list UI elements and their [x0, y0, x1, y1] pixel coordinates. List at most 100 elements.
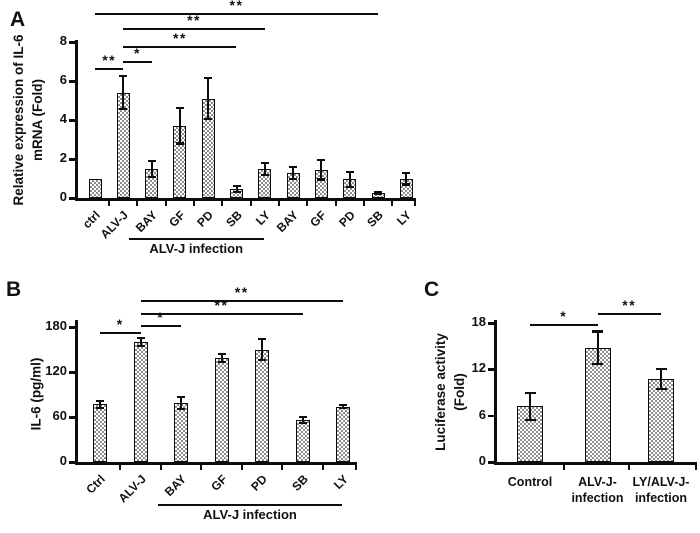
- x-tick: [362, 201, 365, 206]
- significance-label: **: [229, 0, 244, 13]
- y-tick-label: 0: [59, 189, 67, 204]
- significance-line: [123, 46, 237, 49]
- bar-ctrl: [93, 404, 107, 462]
- error-bar-cap-top: [177, 395, 185, 398]
- error-bar-cap-top: [289, 165, 298, 168]
- significance-line: [95, 68, 124, 71]
- error-bar-cap-bottom: [119, 108, 128, 111]
- error-bar-cap-top: [298, 416, 307, 419]
- error-bar-cap-top: [204, 77, 213, 80]
- y-tick: [488, 414, 494, 418]
- y-tick: [69, 461, 75, 464]
- y-tick: [69, 119, 75, 122]
- y-axis: [75, 40, 78, 201]
- error-bar-cap-bottom: [298, 422, 307, 425]
- significance-label: *: [133, 45, 141, 61]
- significance-line: [140, 325, 181, 328]
- error-bar-cap-top: [96, 399, 104, 402]
- error-bar-cap-top: [655, 367, 667, 370]
- error-bar-cap-top: [258, 338, 266, 341]
- bar-gf: [214, 357, 229, 462]
- significance-line: [100, 332, 141, 335]
- significance-label: **: [622, 297, 637, 313]
- bar-pd: [255, 349, 269, 462]
- error-bar-cap-bottom: [136, 344, 145, 347]
- error-bar-cap-top: [339, 404, 347, 407]
- error-bar-cap-bottom: [96, 407, 104, 410]
- error-bar-cap-top: [345, 170, 354, 173]
- x-tick: [193, 201, 196, 206]
- x-axis: [494, 462, 697, 465]
- error-bar-line: [301, 417, 304, 423]
- error-bar-cap-bottom: [655, 387, 667, 390]
- error-bar-line: [348, 171, 351, 188]
- bar-alv-j: [133, 342, 148, 462]
- y-tick: [69, 326, 75, 329]
- y-tick-label: 12: [471, 360, 486, 376]
- error-bar-line: [150, 160, 153, 177]
- error-bar-line: [342, 405, 344, 408]
- group-label: ALV-J infection: [203, 507, 297, 522]
- error-bar-line: [139, 338, 142, 346]
- y-tick: [69, 158, 75, 161]
- error-bar-cap-bottom: [374, 193, 382, 196]
- error-bar-cap-bottom: [258, 359, 266, 362]
- x-tick: [695, 465, 697, 470]
- error-bar-cap-bottom: [260, 173, 269, 176]
- x-tick: [628, 465, 631, 470]
- error-bar-cap-bottom: [345, 186, 354, 189]
- x-tick: [119, 465, 122, 470]
- y-tick: [69, 197, 75, 200]
- group-label: ALV-J infection: [149, 241, 244, 256]
- error-bar-line: [292, 166, 295, 179]
- y-tick: [69, 80, 75, 83]
- x-tick: [281, 465, 284, 470]
- y-tick: [488, 368, 494, 371]
- error-bar-cap-top: [317, 158, 326, 162]
- group-underline: [128, 238, 264, 241]
- x-axis: [75, 198, 416, 201]
- significance-line: [123, 28, 265, 31]
- significance-line: [597, 313, 661, 316]
- error-bar-cap-top: [217, 353, 226, 356]
- error-bar-line: [207, 78, 210, 119]
- x-tick: [334, 201, 337, 206]
- error-bar-cap-bottom: [147, 175, 156, 178]
- x-tick: [391, 201, 394, 206]
- error-bar-cap-bottom: [402, 183, 411, 186]
- panel-c-label: C: [424, 278, 440, 301]
- error-bar-line: [235, 186, 238, 193]
- error-bar-cap-top: [175, 107, 184, 110]
- x-tick: [562, 465, 565, 470]
- x-category-label: ALV-J- infection: [571, 475, 624, 506]
- y-tick-label: 18: [471, 314, 486, 329]
- error-bar-cap-bottom: [177, 407, 185, 410]
- y-tick-label: 120: [45, 363, 67, 378]
- error-bar-cap-top: [119, 75, 128, 78]
- y-axis: [494, 320, 497, 465]
- error-bar-cap-bottom: [232, 191, 241, 194]
- x-tick: [249, 201, 252, 206]
- error-bar-cap-bottom: [339, 407, 347, 410]
- bar-ctrl: [88, 178, 102, 198]
- bar-pd: [201, 98, 215, 198]
- error-bar-line: [99, 400, 101, 408]
- x-tick: [321, 465, 324, 470]
- bar-gf: [314, 169, 328, 198]
- error-bar-cap-top: [136, 337, 145, 340]
- error-bar-cap-top: [402, 171, 411, 174]
- x-tick: [240, 465, 243, 470]
- significance-label: **: [234, 284, 249, 300]
- error-bar-cap-top: [147, 159, 156, 163]
- error-bar-cap-bottom: [204, 118, 213, 121]
- error-bar-line: [180, 396, 182, 409]
- x-tick: [159, 465, 162, 470]
- y-tick-label: 8: [59, 33, 67, 48]
- significance-line: [140, 313, 303, 316]
- significance-label: *: [560, 308, 568, 324]
- x-tick: [164, 201, 167, 206]
- error-bar-line: [660, 368, 662, 389]
- y-axis: [75, 320, 78, 465]
